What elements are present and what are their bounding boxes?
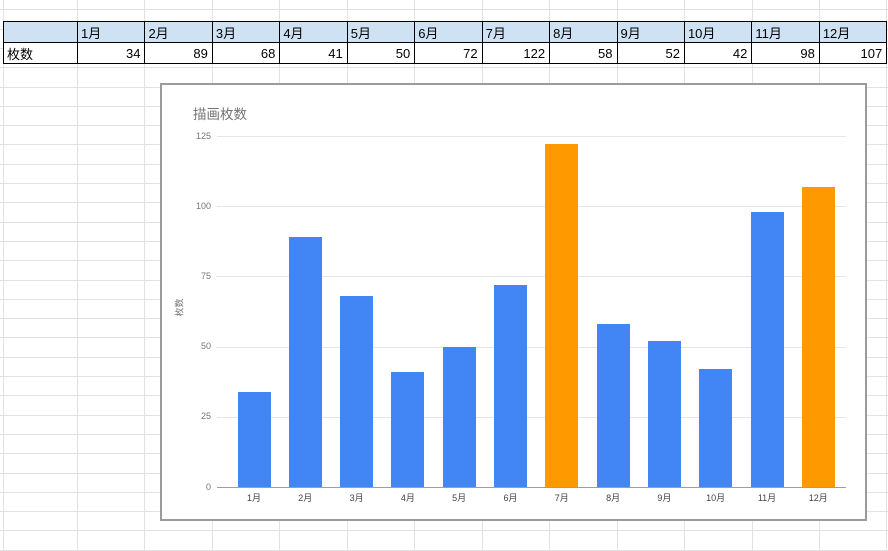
month-header-cell[interactable]: 10月 <box>683 21 753 43</box>
chart-gridline <box>217 136 846 137</box>
grid-row-line <box>0 67 888 69</box>
chart-gridline <box>217 416 846 418</box>
value-cell[interactable]: 68 <box>211 42 281 64</box>
bar[interactable] <box>801 186 835 487</box>
table-header-row: 1月 2月 3月 4月 5月 6月 7月 8月 9月 10月 11月 12月 <box>3 21 888 43</box>
bar[interactable] <box>596 324 630 487</box>
chart[interactable]: 描画枚数 枚数 0 25 50 75 100 125 1月 2月 3月 4月 5月 6月 7月 8月 9月 1… <box>160 83 867 521</box>
x-tick-label: 6月 <box>503 493 518 503</box>
x-tick-label: 3月 <box>349 493 364 503</box>
month-header-cell[interactable]: 1月 <box>76 21 146 43</box>
value-cell[interactable]: 89 <box>144 42 213 64</box>
value-cell[interactable]: 42 <box>683 42 753 64</box>
grid-row-line <box>0 530 888 532</box>
month-header-cell[interactable]: 7月 <box>481 21 551 43</box>
table-value-row: 枚数 34 89 68 41 50 72 122 58 52 42 98 107 <box>3 42 888 64</box>
bar[interactable] <box>647 340 681 487</box>
x-tick-label: 4月 <box>400 493 415 503</box>
value-cell[interactable]: 50 <box>346 42 416 64</box>
grid-row-line <box>0 549 888 551</box>
corner-cell[interactable] <box>3 21 78 43</box>
y-tick-label: 125 <box>195 130 211 141</box>
value-cell[interactable]: 98 <box>751 42 820 64</box>
x-tick-label: 7月 <box>554 493 569 503</box>
value-cell[interactable]: 122 <box>481 42 551 64</box>
chart-gridline <box>217 206 846 208</box>
month-header-cell[interactable]: 4月 <box>279 21 348 43</box>
chart-gridline <box>217 276 846 278</box>
y-tick-label: 0 <box>205 481 211 492</box>
month-header-cell[interactable]: 5月 <box>346 21 416 43</box>
y-tick-label: 100 <box>195 200 211 211</box>
grid-col-line <box>3 0 4 551</box>
y-tick-label: 50 <box>200 341 211 352</box>
x-tick-label: 1月 <box>246 493 261 503</box>
x-tick-label: 11月 <box>757 493 777 503</box>
month-header-cell[interactable]: 12月 <box>818 21 888 43</box>
month-header-cell[interactable]: 2月 <box>144 21 213 43</box>
bar[interactable] <box>545 144 579 487</box>
bar[interactable] <box>340 296 374 487</box>
row-label-cell[interactable]: 枚数 <box>3 42 78 64</box>
grid-col-line <box>886 0 888 551</box>
chart-gridline <box>217 346 846 348</box>
data-table: 1月 2月 3月 4月 5月 6月 7月 8月 9月 10月 11月 12月 枚数 34 89 68 41 5… <box>3 21 888 64</box>
bar[interactable] <box>237 391 271 487</box>
value-cell[interactable]: 41 <box>279 42 348 64</box>
month-header-cell[interactable]: 8月 <box>549 21 618 43</box>
chart-title: 描画枚数 <box>193 107 247 122</box>
x-tick-label: 10月 <box>706 493 726 503</box>
value-cell[interactable]: 58 <box>549 42 618 64</box>
grid-col-line <box>144 0 146 551</box>
grid-row-line <box>0 9 888 11</box>
y-tick-label: 25 <box>200 411 211 422</box>
value-cell[interactable]: 52 <box>616 42 685 64</box>
month-header-cell[interactable]: 9月 <box>616 21 685 43</box>
bar[interactable] <box>494 284 527 487</box>
bar[interactable] <box>442 346 476 487</box>
month-header-cell[interactable]: 11月 <box>751 21 820 43</box>
month-header-cell[interactable]: 6月 <box>414 21 483 43</box>
x-tick-label: 12月 <box>808 493 828 503</box>
x-tick-label: 8月 <box>606 493 621 503</box>
y-tick-label: 75 <box>200 270 211 281</box>
value-cell[interactable]: 72 <box>414 42 483 64</box>
x-tick-label: 2月 <box>298 493 313 503</box>
bar[interactable] <box>699 369 733 487</box>
x-tick-label: 9月 <box>657 493 672 503</box>
value-cell[interactable]: 107 <box>818 42 888 64</box>
value-cell[interactable]: 34 <box>76 42 146 64</box>
x-tick-label: 5月 <box>452 493 467 503</box>
bar[interactable] <box>750 211 784 487</box>
y-axis-label: 枚数 <box>174 298 185 317</box>
x-axis-line <box>217 487 846 488</box>
bar[interactable] <box>391 371 425 487</box>
grid-col-line <box>77 0 78 551</box>
bar[interactable] <box>288 237 322 487</box>
month-header-cell[interactable]: 3月 <box>211 21 281 43</box>
